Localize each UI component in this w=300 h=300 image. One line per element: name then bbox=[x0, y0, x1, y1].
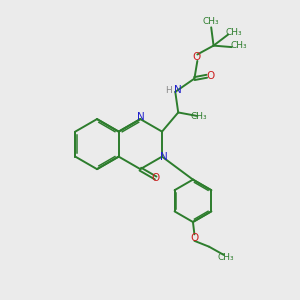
Text: H: H bbox=[165, 86, 172, 95]
Text: N: N bbox=[137, 112, 145, 122]
Text: CH₃: CH₃ bbox=[230, 41, 247, 50]
Text: CH₃: CH₃ bbox=[191, 112, 207, 121]
Text: O: O bbox=[206, 71, 214, 81]
Text: CH₃: CH₃ bbox=[203, 17, 220, 26]
Text: CH₃: CH₃ bbox=[225, 28, 242, 37]
Text: N: N bbox=[174, 85, 182, 95]
Text: CH₃: CH₃ bbox=[218, 253, 235, 262]
Text: O: O bbox=[190, 233, 199, 243]
Text: N: N bbox=[160, 152, 167, 162]
Text: O: O bbox=[152, 173, 160, 183]
Text: O: O bbox=[193, 52, 201, 62]
